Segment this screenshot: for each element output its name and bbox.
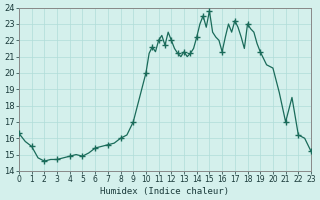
X-axis label: Humidex (Indice chaleur): Humidex (Indice chaleur) bbox=[100, 187, 229, 196]
